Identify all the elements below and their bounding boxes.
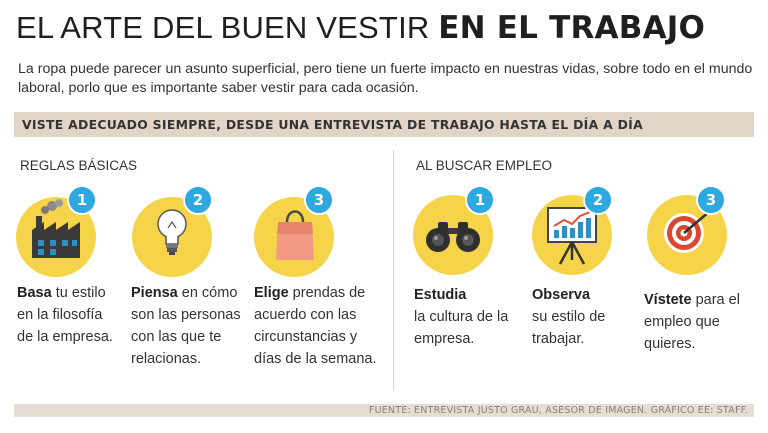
item-description: Piensa en cómo son las personas con las …: [131, 285, 241, 367]
lightbulb-icon: [157, 209, 187, 255]
step-badge: 1: [465, 185, 495, 215]
banner: VISTE ADECUADO SIEMPRE, DESDE UNA ENTREV…: [14, 112, 754, 137]
binoculars-icon: [426, 222, 480, 252]
step-badge: 3: [696, 185, 726, 215]
section-title-basic: REGLAS BÁSICAS: [20, 158, 138, 173]
page-title: EL ARTE DEL BUEN VESTIR EN EL TRABAJO: [16, 10, 706, 46]
step-badge: 2: [583, 185, 613, 215]
divider: [393, 150, 394, 390]
banner-text: VISTE ADECUADO SIEMPRE, DESDE UNA ENTREV…: [22, 117, 643, 132]
footer: FUENTE: ENTREVISTA JUSTO GRAU, ASESOR DE…: [14, 404, 754, 417]
step-badge: 3: [304, 185, 334, 215]
factory-icon: [32, 199, 80, 258]
intro-text: La ropa puede parecer un asunto superfic…: [18, 61, 753, 96]
item-description: Elige prendas de acuerdo con las circuns…: [254, 285, 377, 367]
chart-easel-icon: [547, 207, 597, 265]
step-badge: 2: [183, 185, 213, 215]
target-icon: [664, 207, 714, 253]
item-description: Observa su estilo de trabajar.: [532, 287, 606, 347]
footer-source: FUENTE: ENTREVISTA JUSTO GRAU, ASESOR DE…: [368, 405, 748, 416]
item-description: Vístete para el empleo que quieres.: [644, 292, 740, 352]
shopping-bag-icon: [276, 210, 314, 260]
item-description: Estudia la cultura de la empresa.: [414, 287, 509, 347]
section-title-job: AL BUSCAR EMPLEO: [416, 158, 553, 173]
step-badge: 1: [67, 185, 97, 215]
item-description: Basa tu estilo en la filosofía de la emp…: [17, 285, 113, 345]
